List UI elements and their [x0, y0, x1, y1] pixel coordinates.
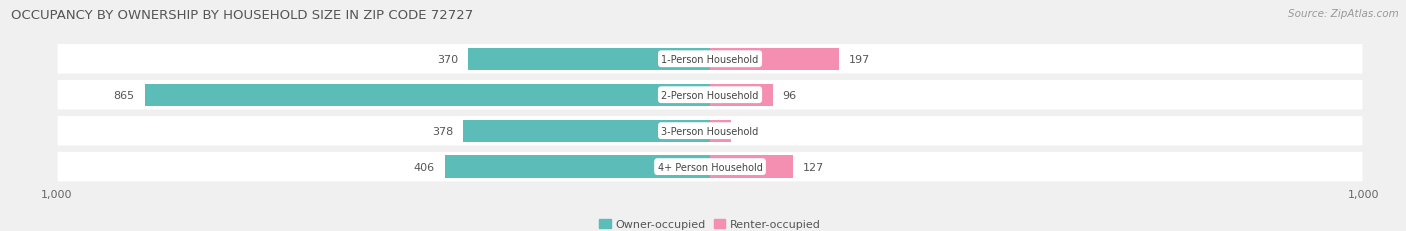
- FancyBboxPatch shape: [58, 152, 1362, 182]
- Text: OCCUPANCY BY OWNERSHIP BY HOUSEHOLD SIZE IN ZIP CODE 72727: OCCUPANCY BY OWNERSHIP BY HOUSEHOLD SIZE…: [11, 9, 474, 22]
- Bar: [463, 120, 710, 142]
- Text: 865: 865: [114, 90, 135, 100]
- Text: Source: ZipAtlas.com: Source: ZipAtlas.com: [1288, 9, 1399, 19]
- Text: 96: 96: [783, 90, 797, 100]
- Text: 378: 378: [432, 126, 453, 136]
- Text: 406: 406: [413, 162, 434, 172]
- Text: 32: 32: [741, 126, 755, 136]
- Bar: [145, 84, 710, 106]
- Bar: [710, 84, 773, 106]
- Text: 197: 197: [849, 55, 870, 64]
- Text: 4+ Person Household: 4+ Person Household: [658, 162, 762, 172]
- Bar: [444, 156, 710, 178]
- Bar: [468, 48, 710, 71]
- Bar: [710, 120, 731, 142]
- Text: 370: 370: [437, 55, 458, 64]
- Text: 127: 127: [803, 162, 824, 172]
- Bar: [710, 156, 793, 178]
- FancyBboxPatch shape: [58, 116, 1362, 146]
- Text: 3-Person Household: 3-Person Household: [661, 126, 759, 136]
- FancyBboxPatch shape: [58, 45, 1362, 74]
- Text: 1-Person Household: 1-Person Household: [661, 55, 759, 64]
- Legend: Owner-occupied, Renter-occupied: Owner-occupied, Renter-occupied: [595, 214, 825, 231]
- Bar: [710, 48, 839, 71]
- FancyBboxPatch shape: [58, 81, 1362, 110]
- Text: 2-Person Household: 2-Person Household: [661, 90, 759, 100]
